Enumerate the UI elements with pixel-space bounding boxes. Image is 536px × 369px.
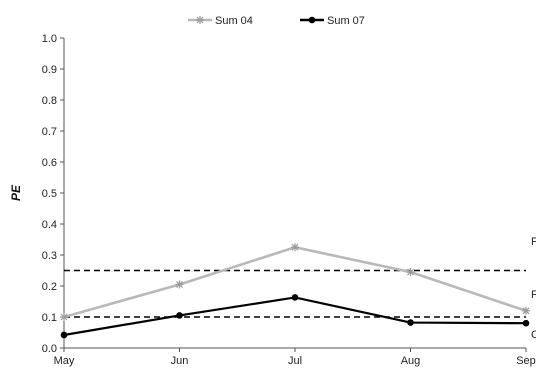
legend-label: Sum 07 — [327, 15, 365, 27]
x-tick-label: May — [54, 355, 75, 367]
y-tick-label: 0.9 — [42, 64, 57, 76]
y-tick-label: 0.0 — [42, 343, 57, 355]
y-tick-label: 0.2 — [42, 281, 57, 293]
y-tick-label: 0.4 — [42, 219, 57, 231]
y-tick-label: 0.6 — [42, 157, 57, 169]
edge-label: F — [531, 289, 536, 301]
y-tick-label: 0.5 — [42, 188, 57, 200]
data-point — [522, 306, 530, 315]
y-tick-label: 1.0 — [42, 33, 57, 45]
data-point — [407, 319, 414, 326]
data-point — [406, 268, 415, 277]
x-tick-label: Jun — [171, 355, 189, 367]
series-layer — [60, 243, 530, 339]
data-point — [176, 312, 183, 319]
y-tick-label: 0.8 — [42, 95, 57, 107]
x-tick-label: Jul — [288, 355, 302, 367]
edge-label: C — [531, 329, 536, 341]
legend-marker — [308, 16, 316, 24]
right-labels: F F C — [531, 236, 536, 341]
legend-item: Sum 04 — [188, 15, 253, 27]
series-sum-07 — [60, 294, 530, 339]
reference-lines — [64, 269, 526, 318]
legend-item: Sum 07 — [300, 15, 365, 27]
y-axis-title: PE — [9, 184, 23, 201]
y-tick-label: 0.1 — [42, 312, 57, 324]
y-tick-label: 0.7 — [42, 126, 57, 138]
axes: 0.0 0.1 0.2 0.3 0.4 0.5 0.6 0.7 0.8 0.9 1.0 May Jun J… — [42, 33, 536, 367]
legend-label: Sum 04 — [215, 15, 253, 27]
marker-stroke — [522, 307, 530, 315]
data-point — [60, 331, 68, 339]
data-point — [291, 243, 299, 252]
series-line — [63, 245, 527, 319]
asterisk-marker — [196, 16, 204, 24]
data-point — [522, 319, 530, 327]
x-tick-label: Sep — [516, 355, 536, 367]
data-point — [175, 280, 184, 289]
marker-stroke — [176, 281, 183, 288]
x-tick-label: Aug — [401, 355, 421, 367]
marker-stroke — [60, 313, 68, 321]
marker-stroke — [196, 16, 204, 24]
data-point — [291, 294, 299, 301]
edge-label: F — [531, 236, 536, 248]
marker-stroke — [291, 243, 299, 251]
data-point — [60, 313, 68, 321]
y-tick-label: 0.3 — [42, 250, 57, 262]
legend: Sum 04 Sum 07 — [188, 15, 365, 27]
series-sum-04 — [60, 243, 530, 321]
marker-stroke — [407, 268, 414, 276]
